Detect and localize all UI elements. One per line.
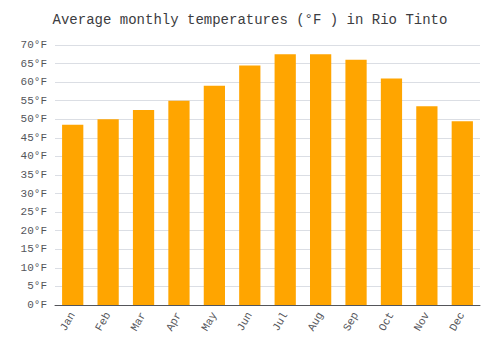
svg-text:Jul: Jul xyxy=(270,310,290,333)
svg-text:Feb: Feb xyxy=(93,310,113,333)
svg-text:Average monthly temperatures (: Average monthly temperatures (°F ) in Ri… xyxy=(53,12,448,28)
svg-text:30°F: 30°F xyxy=(21,188,47,200)
svg-text:Jan: Jan xyxy=(58,310,78,333)
svg-text:40°F: 40°F xyxy=(21,150,47,162)
svg-text:Nov: Nov xyxy=(412,310,432,333)
svg-text:Jun: Jun xyxy=(235,310,255,333)
svg-text:25°F: 25°F xyxy=(21,206,47,218)
svg-text:60°F: 60°F xyxy=(21,76,47,88)
svg-text:50°F: 50°F xyxy=(21,113,47,125)
svg-text:Apr: Apr xyxy=(164,310,184,333)
svg-text:Oct: Oct xyxy=(376,310,396,333)
svg-text:May: May xyxy=(199,310,219,333)
svg-text:Aug: Aug xyxy=(306,310,326,333)
svg-text:35°F: 35°F xyxy=(21,169,47,181)
svg-text:65°F: 65°F xyxy=(21,58,47,70)
svg-text:10°F: 10°F xyxy=(21,262,47,274)
svg-text:15°F: 15°F xyxy=(21,243,47,255)
svg-text:70°F: 70°F xyxy=(21,39,47,51)
svg-text:Dec: Dec xyxy=(447,310,467,333)
svg-text:0°F: 0°F xyxy=(27,299,47,311)
svg-text:Mar: Mar xyxy=(128,310,148,333)
svg-text:55°F: 55°F xyxy=(21,95,47,107)
svg-text:Sep: Sep xyxy=(341,310,361,333)
svg-text:20°F: 20°F xyxy=(21,225,47,237)
svg-text:5°F: 5°F xyxy=(27,280,47,292)
svg-text:45°F: 45°F xyxy=(21,132,47,144)
